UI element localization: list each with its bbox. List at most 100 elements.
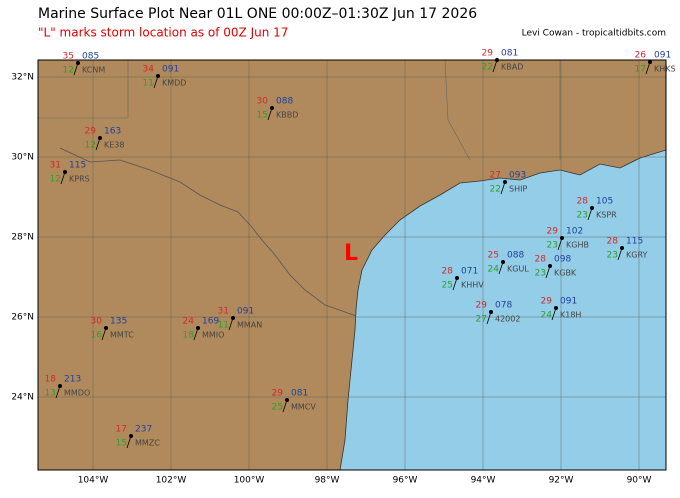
- wind-barb: [645, 61, 651, 75]
- station: 29 102 23 KGHB: [547, 227, 589, 251]
- station-dot: [489, 310, 493, 314]
- pressure: 091: [237, 307, 254, 317]
- basemap: [38, 59, 667, 471]
- lat-label: 30°N: [11, 153, 34, 163]
- wind-barb: [193, 327, 199, 341]
- station: 28 105 23 KSPR: [577, 197, 618, 221]
- station-dot: [501, 260, 505, 264]
- station-id: 42002: [495, 315, 520, 324]
- dewpoint: 24: [488, 265, 500, 275]
- pressure: 098: [554, 255, 571, 265]
- lat-label: 28°N: [11, 233, 34, 243]
- temperature: 34: [143, 65, 155, 75]
- temperature: 28: [535, 255, 547, 265]
- temperature: 31: [218, 307, 229, 317]
- station-dot: [76, 61, 80, 65]
- station-id: KSPR: [596, 211, 617, 220]
- station: 29 091 24 K18H: [541, 297, 582, 321]
- station-id: KGRY: [626, 251, 647, 260]
- pressure: 237: [135, 425, 152, 435]
- station-id: KCNM: [82, 66, 105, 75]
- station: 17 237 15 MMZC: [116, 425, 161, 449]
- station-dot: [554, 306, 558, 310]
- pressure: 088: [507, 251, 524, 261]
- station-dot: [63, 170, 67, 174]
- wind-barb: [101, 327, 107, 341]
- station: 30 135 16 MMTC: [91, 317, 135, 341]
- station: 31 091 11 MMAN: [218, 307, 263, 331]
- pressure: 135: [110, 317, 127, 327]
- temperature: 29: [476, 301, 488, 311]
- wind-barb: [551, 307, 557, 321]
- station-id: MMDO: [64, 389, 90, 398]
- dewpoint: 12: [63, 66, 74, 76]
- temperature: 25: [488, 251, 499, 261]
- temperature: 28: [442, 267, 454, 277]
- temperature: 29: [482, 49, 494, 59]
- station: 31 115 12 KPRS: [50, 161, 90, 185]
- lat-label: 24°N: [11, 393, 34, 403]
- wind-barb: [492, 59, 498, 73]
- pressure: 078: [495, 301, 512, 311]
- station-plots: 35 085 12 KCNM 34 091 11 KMDD 29 163 12 KE38 31 115 12…: [45, 49, 676, 449]
- wind-barb: [587, 207, 593, 221]
- temperature: 26: [635, 51, 647, 61]
- pressure: 091: [654, 51, 671, 61]
- station: 26 091 17 KHKS: [635, 51, 676, 75]
- dewpoint: 23: [577, 211, 588, 221]
- pressure: 081: [501, 49, 518, 59]
- station: 24 169 18 MMIO: [183, 317, 225, 341]
- pressure: 105: [596, 197, 613, 207]
- dewpoint: 22: [490, 185, 501, 195]
- station-dot: [548, 264, 552, 268]
- station-id: KGBK: [554, 269, 577, 278]
- border: [59, 147, 357, 317]
- wind-barb: [617, 247, 623, 261]
- lon-label: 94°W: [471, 476, 496, 486]
- graticule: 32°N 30°N 28°N 26°N 24°N 104°W 102°W 100°W 98°W 9…: [11, 60, 666, 486]
- station: 29 163 12 KE38: [85, 127, 125, 151]
- temperature: 18: [45, 375, 57, 385]
- wind-barb: [126, 435, 132, 449]
- wind-barb: [73, 62, 79, 76]
- station: 25 088 24 KGUL: [488, 251, 530, 275]
- station: 28 115 23 KGRY: [607, 237, 648, 261]
- dewpoint: 25: [272, 403, 283, 413]
- dewpoint: 11: [218, 321, 229, 331]
- station-dot: [58, 384, 62, 388]
- wind-barb: [55, 385, 61, 399]
- temperature: 35: [63, 52, 74, 62]
- wind-barb: [95, 137, 101, 151]
- dewpoint: 16: [91, 331, 103, 341]
- station-id: KMDD: [162, 79, 186, 88]
- station-dot: [231, 316, 235, 320]
- lat-label: 26°N: [11, 313, 34, 323]
- pressure: 102: [566, 227, 583, 237]
- dewpoint: 17: [635, 65, 646, 75]
- dewpoint: 15: [257, 111, 268, 121]
- pressure: 169: [202, 317, 219, 327]
- wind-barb: [153, 75, 159, 89]
- temperature: 28: [607, 237, 619, 247]
- station-id: KBAD: [501, 63, 523, 72]
- dewpoint: 24: [541, 311, 553, 321]
- temperature: 31: [50, 161, 61, 171]
- station-dot: [648, 60, 652, 64]
- subtitle: "L" marks storm location as of 00Z Jun 1…: [38, 26, 288, 40]
- lon-label: 104°W: [78, 476, 109, 486]
- temperature: 29: [547, 227, 559, 237]
- dewpoint: 12: [50, 175, 61, 185]
- station-dot: [270, 106, 274, 110]
- temperature: 24: [183, 317, 195, 327]
- lon-label: 98°W: [315, 476, 340, 486]
- station-id: SHIP: [509, 185, 527, 194]
- station-id: MMZC: [135, 439, 160, 448]
- pressure: 091: [162, 65, 179, 75]
- wind-barb: [557, 237, 563, 251]
- station: 29 078 27 42002: [476, 301, 521, 325]
- temperature: 28: [577, 197, 589, 207]
- station: 28 098 23 KGBK: [535, 255, 577, 279]
- temperature: 29: [272, 389, 284, 399]
- station: 29 081 25 MMCV: [272, 389, 317, 413]
